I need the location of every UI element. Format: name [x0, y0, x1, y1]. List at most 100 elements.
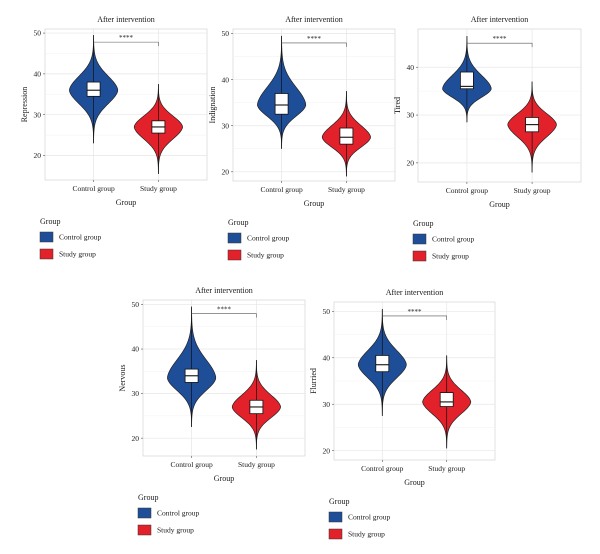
y-axis-title: Indignation [208, 87, 217, 124]
x-tick-label: Study group [140, 184, 177, 193]
violin-control [69, 35, 119, 144]
legend-swatch [328, 528, 343, 540]
y-tick-label: 30 [34, 110, 42, 119]
chart-title: After intervention [471, 15, 529, 24]
x-tick-label: Study group [428, 464, 465, 473]
x-tick-label: Control group [170, 460, 213, 469]
chart-panel: **** After intervention 20 30 40 50 Indignatio… [208, 15, 396, 261]
chart-panel: **** After intervention 20 30 40 50 Nervous Con… [118, 286, 306, 536]
legend-entry: Study group [247, 251, 284, 260]
legend-title: Group [138, 493, 158, 502]
y-tick-label: 30 [323, 400, 331, 409]
legend: Group Control group Study group [39, 217, 102, 260]
y-tick-label: 50 [132, 300, 140, 309]
y-tick-label: 50 [323, 307, 331, 316]
y-tick-label: 20 [132, 434, 140, 443]
legend-entry: Control group [348, 513, 391, 522]
box [274, 93, 289, 115]
legend-swatch [39, 248, 54, 260]
x-tick-label: Control group [260, 185, 303, 194]
violin-control [357, 308, 407, 416]
legend-title: Group [413, 219, 433, 228]
legend-entry: Study group [432, 252, 469, 261]
x-axis-title: Group [116, 198, 136, 207]
significance-bracket [93, 41, 159, 47]
significance-label: **** [493, 35, 508, 43]
legend: Group Control group Study group [137, 493, 200, 536]
legend-entry: Control group [247, 234, 290, 243]
y-tick-label: 30 [407, 111, 415, 120]
significance-label: **** [217, 306, 232, 314]
plot-area [44, 28, 208, 181]
legend-swatch [137, 507, 152, 519]
x-tick-label: Study group [328, 185, 365, 194]
violin-study [422, 355, 472, 449]
legend-entry: Study group [157, 526, 194, 535]
significance-bracket [382, 315, 447, 320]
x-tick-label: Study group [238, 460, 275, 469]
box [339, 127, 354, 145]
y-tick-label: 40 [132, 345, 140, 354]
y-tick-label: 50 [222, 29, 230, 38]
x-tick-label: Control group [72, 184, 115, 193]
chart-panel: **** After intervention 20 30 40 50 Flurried Co… [309, 288, 496, 540]
legend-entry: Control group [432, 235, 475, 244]
chart-title: After intervention [97, 15, 155, 24]
y-tick-label: 40 [34, 69, 42, 78]
box [439, 392, 454, 407]
y-tick-label: 20 [34, 151, 42, 160]
box [86, 81, 101, 97]
violin-control [442, 36, 492, 123]
legend-swatch [39, 231, 54, 243]
x-axis-title: Group [489, 200, 509, 209]
y-tick-label: 20 [323, 446, 331, 455]
y-tick-label: 40 [323, 353, 331, 362]
legend-entry: Control group [157, 509, 200, 518]
violin-study [321, 91, 371, 177]
significance-label: **** [119, 34, 134, 42]
violin-control [257, 35, 307, 149]
y-axis-title: Repression [20, 87, 29, 123]
violin-study [133, 84, 183, 174]
x-tick-label: Control group [446, 186, 489, 195]
legend: Group Control group Study group [412, 219, 475, 262]
chart-title: After intervention [285, 15, 343, 24]
significance-label: **** [307, 35, 322, 43]
box [375, 355, 390, 373]
chart-panel: **** After intervention 20 30 40 Tired Control… [393, 15, 582, 262]
legend-entry: Study group [348, 530, 385, 539]
legend-entry: Study group [59, 250, 96, 259]
y-tick-label: 30 [132, 389, 140, 398]
legend-swatch [137, 524, 152, 536]
legend: Group Control group Study group [227, 218, 290, 261]
y-tick-label: 40 [407, 63, 415, 72]
x-tick-label: Control group [361, 464, 404, 473]
y-tick-label: 20 [407, 158, 415, 167]
violin-study [507, 81, 557, 173]
legend-title: Group [228, 218, 248, 227]
x-axis-title: Group [304, 199, 324, 208]
y-tick-label: 50 [34, 29, 42, 38]
legend-title: Group [40, 217, 60, 226]
y-axis-title: Tired [393, 97, 402, 114]
significance-bracket [466, 42, 533, 48]
y-tick-label: 40 [222, 75, 230, 84]
significance-bracket [191, 313, 257, 318]
x-axis-title: Group [214, 474, 234, 483]
violin-control [167, 306, 217, 428]
x-tick-label: Study group [514, 186, 551, 195]
chart-panel: **** After intervention 20 30 40 50 Repression… [20, 15, 208, 260]
legend-title: Group [329, 497, 349, 506]
legend-entry: Control group [59, 233, 102, 242]
legend: Group Control group Study group [328, 497, 391, 540]
legend-swatch [412, 233, 427, 245]
significance-label: **** [408, 308, 423, 316]
significance-bracket [281, 42, 347, 47]
plot-area [417, 28, 582, 183]
y-axis-title: Nervous [118, 364, 127, 391]
x-axis-title: Group [404, 478, 424, 487]
chart-title: After intervention [386, 288, 444, 297]
legend-swatch [227, 232, 242, 244]
legend-swatch [328, 511, 343, 523]
